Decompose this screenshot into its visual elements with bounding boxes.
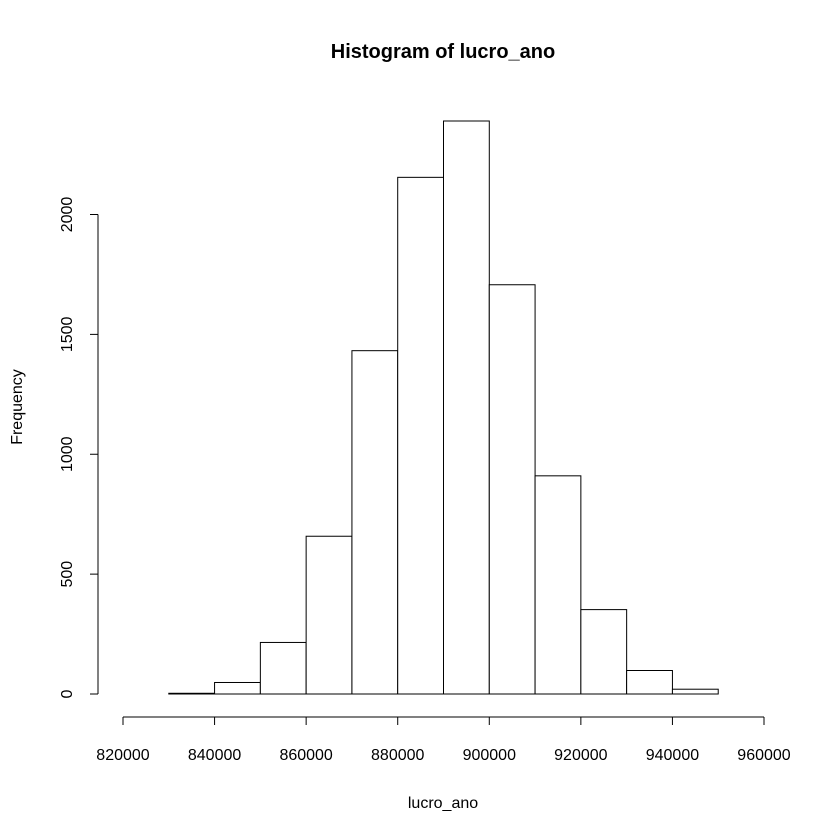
y-tick-label: 0 bbox=[59, 689, 76, 698]
x-tick-label: 880000 bbox=[371, 747, 424, 764]
bars-group bbox=[168, 120, 719, 695]
histogram-bar-3 bbox=[259, 641, 307, 695]
histogram-bar-12 bbox=[671, 688, 719, 695]
y-axis: 0 500 1000 1500 2000 bbox=[59, 197, 99, 698]
x-tick-label: 860000 bbox=[279, 747, 332, 764]
x-tick-label: 840000 bbox=[188, 747, 241, 764]
x-tick-label: 920000 bbox=[554, 747, 607, 764]
histogram-bar-8 bbox=[488, 284, 536, 695]
histogram-bar-7 bbox=[443, 120, 490, 695]
histogram-bar-1 bbox=[168, 692, 216, 695]
x-axis-label: lucro_ano bbox=[408, 795, 478, 812]
histogram-bar-10 bbox=[580, 609, 628, 695]
histogram-bar-5 bbox=[351, 350, 399, 695]
histogram-bar-2 bbox=[214, 681, 261, 695]
x-tick-label: 900000 bbox=[463, 747, 516, 764]
y-tick-label: 500 bbox=[59, 561, 76, 588]
y-tick-label: 1500 bbox=[59, 316, 76, 352]
y-tick-label: 1000 bbox=[59, 436, 76, 472]
x-tick-label: 960000 bbox=[737, 747, 790, 764]
histogram-bar-6 bbox=[397, 176, 444, 695]
histogram-bar-4 bbox=[305, 535, 353, 695]
chart-title: Histogram of lucro_ano bbox=[331, 41, 555, 63]
y-axis-label: Frequency bbox=[9, 369, 26, 445]
histogram-bar-9 bbox=[534, 475, 582, 695]
x-tick-label: 820000 bbox=[96, 747, 149, 764]
x-axis: 820000 840000 860000 880000 900000 920000 9400… bbox=[96, 716, 791, 764]
y-tick-label: 2000 bbox=[59, 197, 76, 233]
x-tick-label: 940000 bbox=[646, 747, 699, 764]
histogram-bar-11 bbox=[626, 670, 673, 695]
